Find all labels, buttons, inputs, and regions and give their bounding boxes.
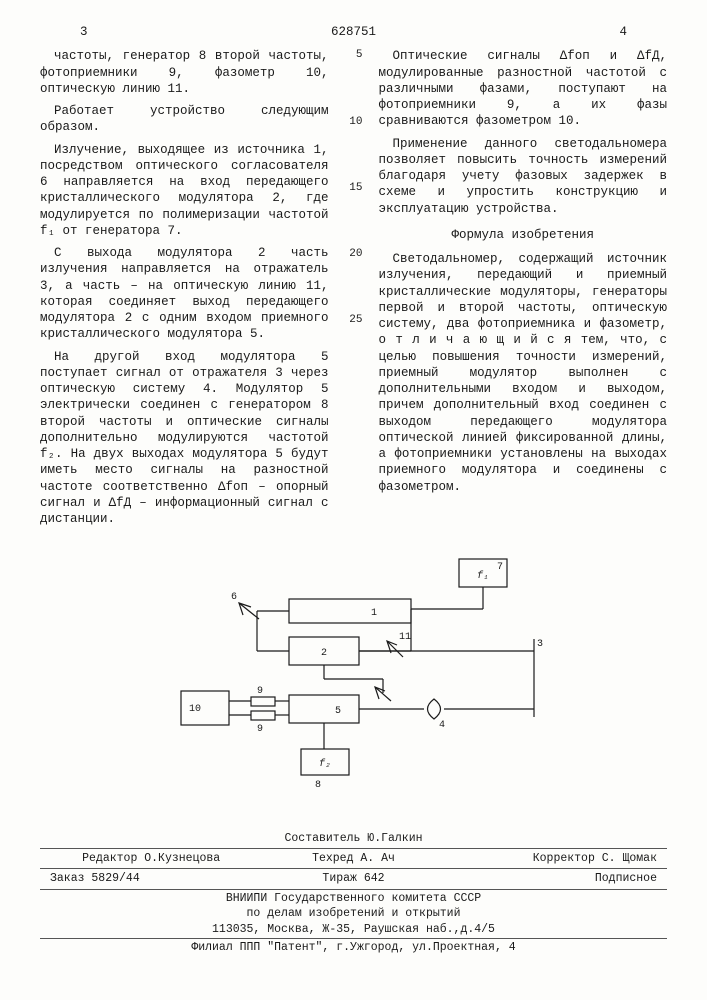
footer-org1: ВНИИПИ Государственного комитета СССР bbox=[40, 891, 667, 907]
footer-order: Заказ 5829/44 bbox=[50, 871, 252, 887]
page-num-left: 3 bbox=[80, 24, 88, 40]
footer-compiler: Составитель Ю.Галкин bbox=[40, 831, 667, 847]
label-7: 7 bbox=[497, 562, 503, 573]
two-column-body: частоты, генератор 8 второй частоты, фот… bbox=[40, 48, 667, 533]
footer-editor: Редактор О.Кузнецова bbox=[50, 851, 252, 867]
para: Излучение, выходящее из источника 1, пос… bbox=[40, 142, 329, 240]
line-mark: 25 bbox=[345, 313, 363, 327]
footer-subscribe: Подписное bbox=[455, 871, 657, 887]
label-8: 8 bbox=[315, 780, 321, 791]
label-6: 6 bbox=[231, 592, 237, 603]
para: Оптические сигналы Δfоп и ΔfД, модулиров… bbox=[379, 48, 668, 129]
footer-address: 113035, Москва, Ж-35, Раушская наб.,д.4/… bbox=[40, 922, 667, 938]
line-mark: 5 bbox=[345, 48, 363, 62]
label-4: 4 bbox=[439, 720, 445, 731]
label-5: 5 bbox=[335, 706, 341, 717]
label-10: 10 bbox=[189, 704, 201, 715]
footer-tirazh: Тираж 642 bbox=[252, 871, 454, 887]
label-9a: 9 bbox=[257, 686, 263, 697]
page-header: 3 628751 4 bbox=[80, 24, 627, 40]
line-mark: 20 bbox=[345, 247, 363, 261]
publication-footer: Составитель Ю.Галкин Редактор О.Кузнецов… bbox=[40, 831, 667, 956]
right-column: Оптические сигналы Δfоп и ΔfД, модулиров… bbox=[379, 48, 668, 533]
label-f1: f₁ bbox=[477, 570, 489, 582]
line-number-gutter: 5 10 15 20 25 bbox=[345, 48, 363, 533]
schematic-diagram: 7 f₁ 1 6 2 11 3 4 5 9 9 10 f₂ bbox=[139, 551, 569, 811]
label-11: 11 bbox=[399, 632, 411, 643]
para: С выхода модулятора 2 часть излучения на… bbox=[40, 245, 329, 343]
label-f2: f₂ bbox=[319, 758, 331, 770]
label-3: 3 bbox=[537, 639, 543, 650]
label-1: 1 bbox=[371, 608, 377, 619]
para: Светодальномер, содержащий источник излу… bbox=[379, 251, 668, 495]
left-column: частоты, генератор 8 второй частоты, фот… bbox=[40, 48, 329, 533]
patent-number: 628751 bbox=[331, 24, 376, 40]
para: На другой вход модулятора 5 поступает си… bbox=[40, 349, 329, 528]
line-mark: 10 bbox=[345, 115, 363, 129]
label-9b: 9 bbox=[257, 724, 263, 735]
para: Работает устройство следующим образом. bbox=[40, 103, 329, 136]
footer-tech: Техред А. Ач bbox=[252, 851, 454, 867]
para: Применение данного светодальномера позво… bbox=[379, 136, 668, 217]
line-mark: 15 bbox=[345, 181, 363, 195]
label-2: 2 bbox=[321, 648, 327, 659]
footer-corrector: Корректор С. Щомак bbox=[455, 851, 657, 867]
footer-org2: по делам изобретений и открытий bbox=[40, 906, 667, 922]
para: частоты, генератор 8 второй частоты, фот… bbox=[40, 48, 329, 97]
page-num-right: 4 bbox=[619, 24, 627, 40]
claims-title: Формула изобретения bbox=[379, 227, 668, 243]
footer-branch: Филиал ППП "Патент", г.Ужгород, ул.Проек… bbox=[40, 940, 667, 956]
